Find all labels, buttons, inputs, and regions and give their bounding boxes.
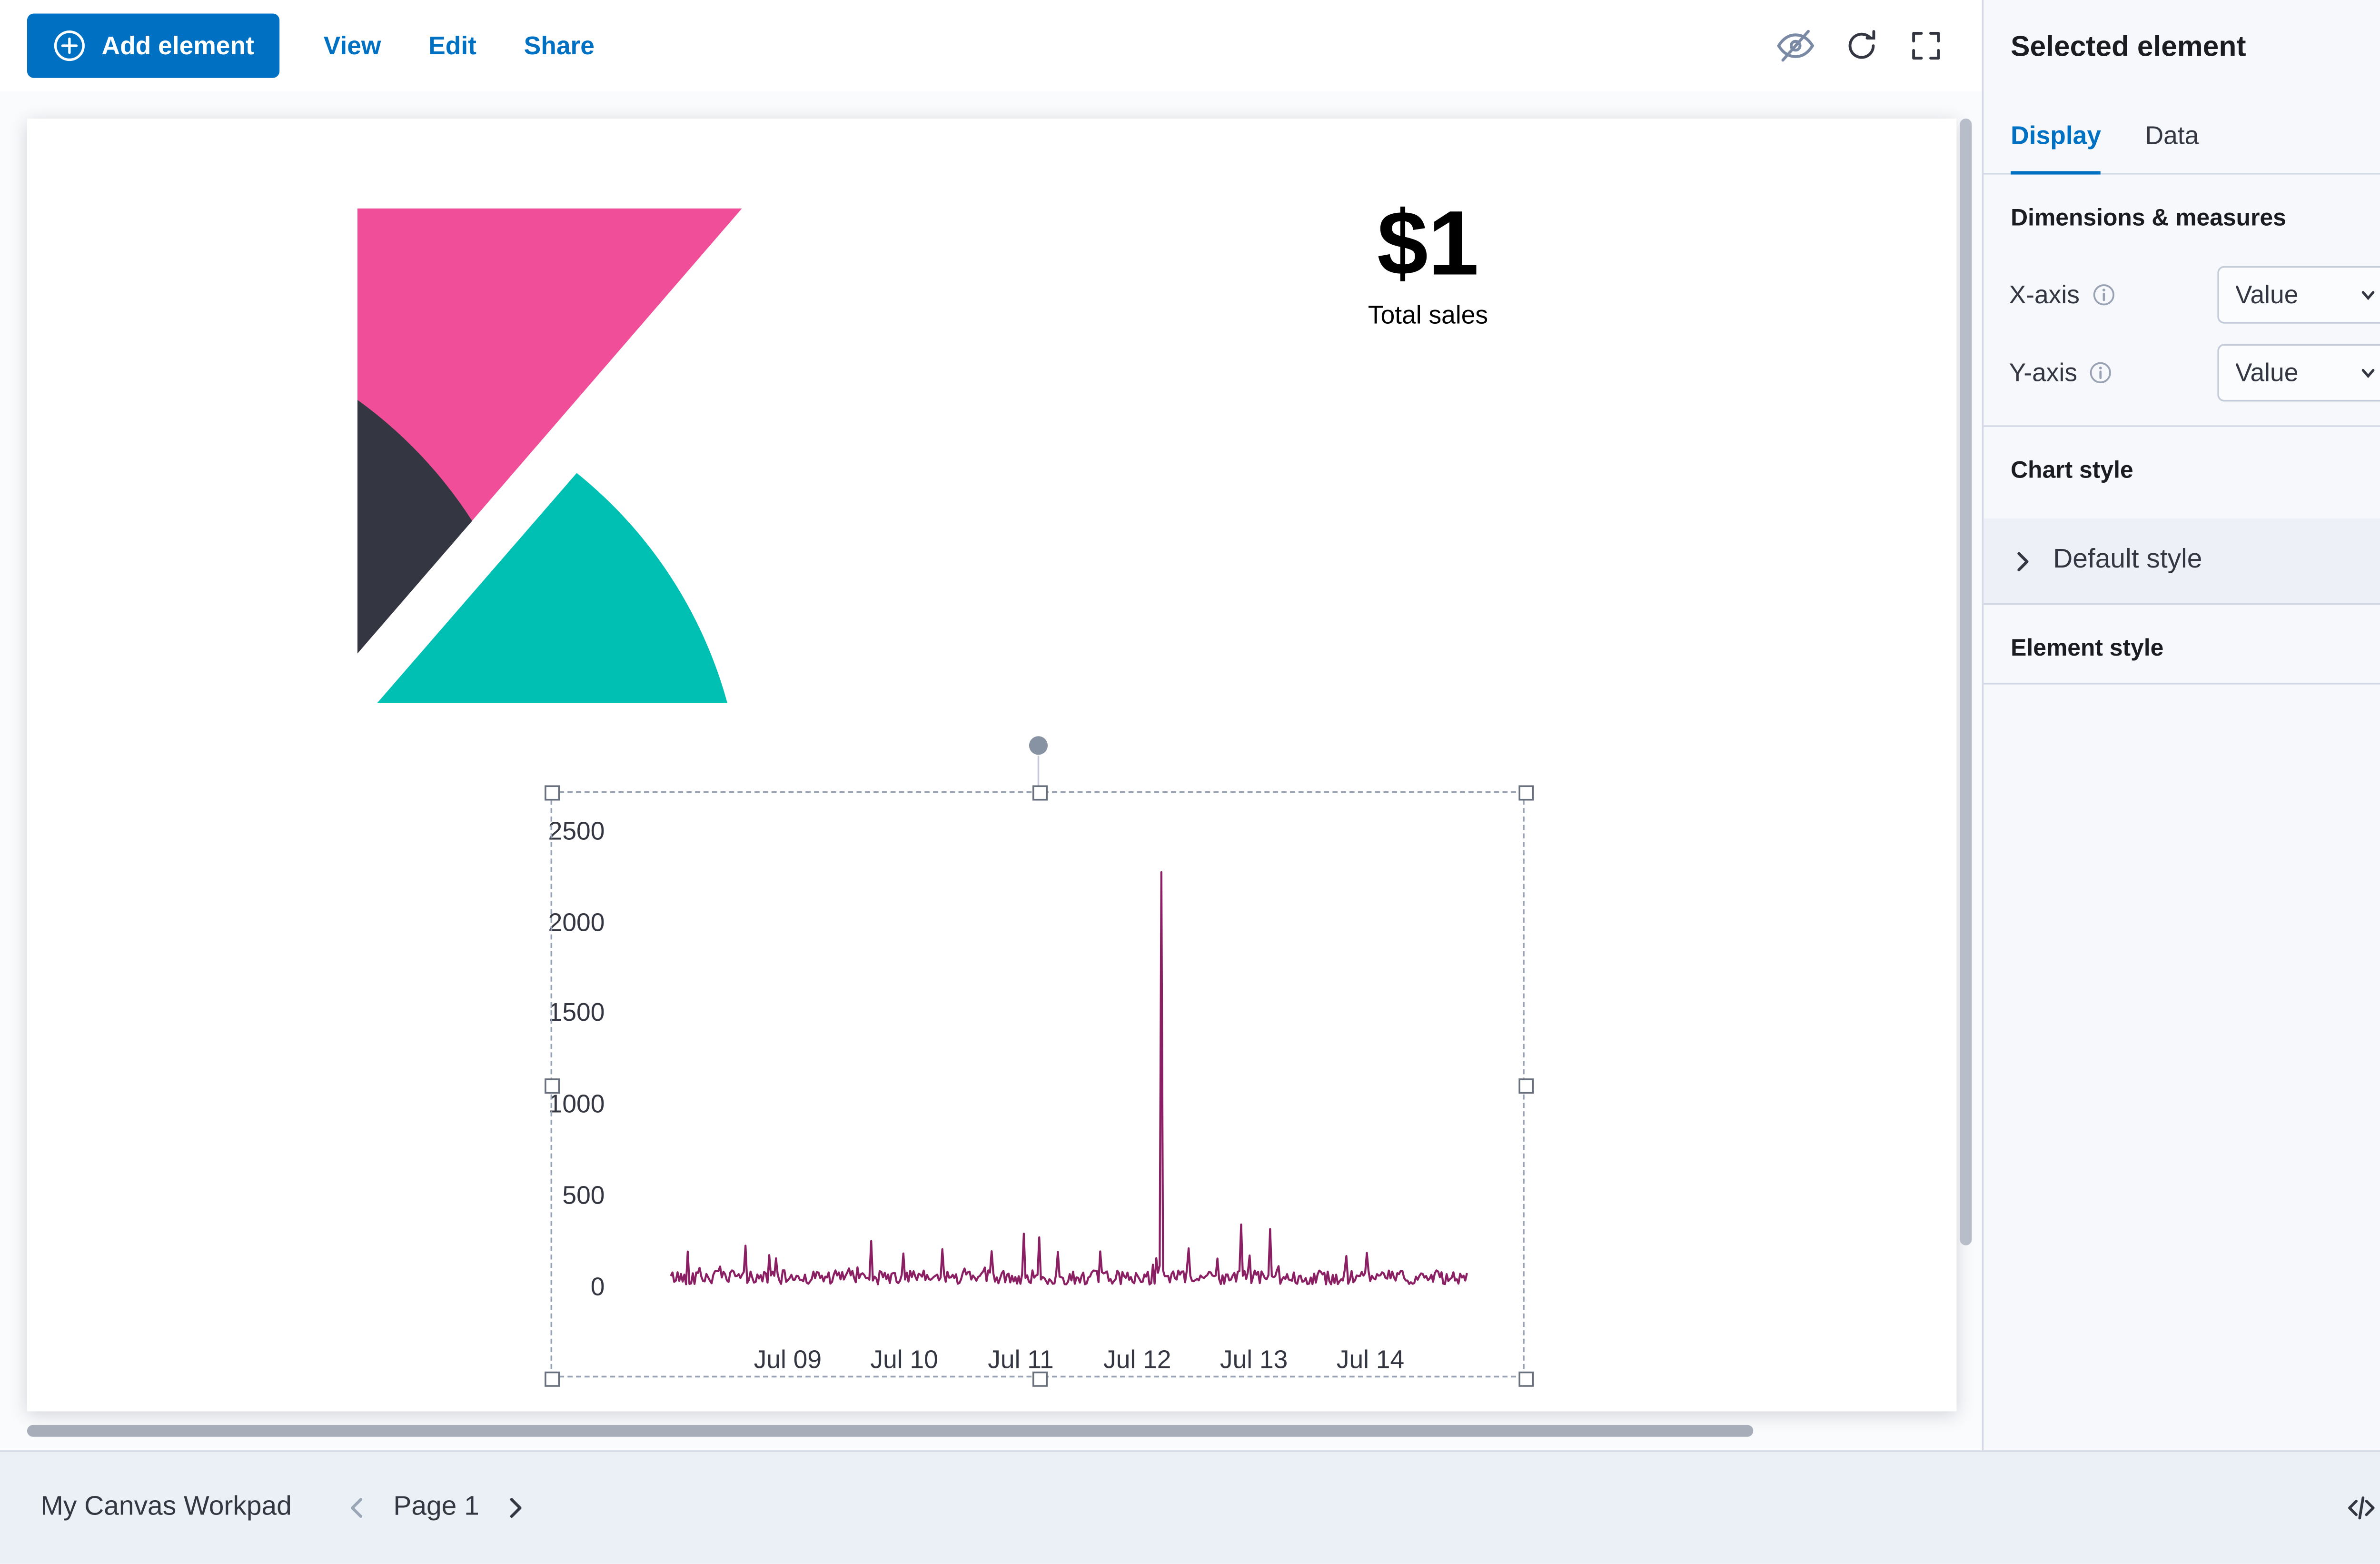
info-icon[interactable] xyxy=(2092,283,2115,307)
page-label[interactable]: Page 1 xyxy=(393,1493,479,1522)
x-axis-type-select[interactable]: Value xyxy=(2216,266,2380,324)
default-style-row[interactable]: Default style Color Auto xyxy=(1983,518,2380,603)
divider xyxy=(1983,603,2380,605)
add-element-label: Add element xyxy=(101,31,254,60)
plus-in-circle-icon xyxy=(52,29,86,62)
metric-value: $1 xyxy=(1377,193,1479,295)
logo-teal-shape xyxy=(377,473,727,703)
y-tick-label: 2000 xyxy=(548,908,605,937)
workpad-page[interactable]: $1 Total sales 2500 2000 1500 1000 500 0 Jul … xyxy=(27,119,1957,1412)
dimensions-title: Dimensions & measures xyxy=(2011,203,2286,230)
chevron-right-icon xyxy=(2011,548,2036,573)
x-tick-label: Jul 10 xyxy=(870,1346,938,1375)
y-axis-labels: 2500 2000 1500 1000 500 0 xyxy=(548,791,605,1377)
chevron-down-icon xyxy=(2359,285,2379,305)
menu-edit[interactable]: Edit xyxy=(428,31,476,60)
expression-editor-button[interactable]: Expression editor xyxy=(2335,1489,2380,1526)
y-tick-label: 1000 xyxy=(548,1090,605,1119)
page-controls: Page 1 xyxy=(343,1493,530,1523)
y-axis-label: Y-axis xyxy=(2009,358,2078,388)
y-tick-label: 2500 xyxy=(548,817,605,847)
line-chart-element[interactable]: 2500 2000 1500 1000 500 0 Jul 09 Jul 10 Jul 11 J… xyxy=(548,791,1525,1377)
element-style-section-header: Element style xyxy=(1983,605,2380,683)
y-axis-row: Y-axis Value taxless_ xyxy=(1983,344,2380,402)
toolbar-actions xyxy=(1775,25,1945,66)
panel-title: Selected element xyxy=(2011,30,2246,63)
horizontal-scrollbar[interactable] xyxy=(27,1425,1754,1437)
divider xyxy=(1983,683,2380,685)
x-tick-label: Jul 14 xyxy=(1336,1346,1405,1375)
metric-label: Total sales xyxy=(1368,301,1488,330)
hide-controls-button[interactable] xyxy=(1775,25,1816,66)
chevron-down-icon xyxy=(2359,363,2379,383)
canvas-stage[interactable]: $1 Total sales 2500 2000 1500 1000 500 0 Jul … xyxy=(0,91,1982,1451)
rotate-handle[interactable] xyxy=(1028,736,1047,755)
x-axis-labels: Jul 09 Jul 10 Jul 11 Jul 12 Jul 13 Jul 14 xyxy=(551,791,1525,1377)
fullscreen-icon xyxy=(1907,27,1944,64)
toolbar: Add element View Edit Share xyxy=(0,0,1982,92)
y-tick-label: 0 xyxy=(590,1272,605,1302)
resize-handle[interactable] xyxy=(1518,785,1534,801)
logo-dark-shape xyxy=(357,399,472,654)
resize-handle[interactable] xyxy=(1518,1078,1534,1094)
workpad-name[interactable]: My Canvas Workpad xyxy=(40,1493,292,1522)
fullscreen-button[interactable] xyxy=(1907,27,1944,64)
workpad-footer: My Canvas Workpad Page 1 Expression edit… xyxy=(0,1450,2380,1564)
y-tick-label: 1500 xyxy=(548,999,605,1028)
panel-tabs: Display Data xyxy=(1983,95,2380,175)
tab-display[interactable]: Display xyxy=(2011,122,2102,175)
chart-style-section-header: Chart style xyxy=(1983,427,2380,505)
x-tick-label: Jul 13 xyxy=(1220,1346,1288,1375)
select-value: Value xyxy=(2235,280,2299,309)
y-axis-type-select[interactable]: Value xyxy=(2216,344,2380,402)
default-style-label: Default style xyxy=(2053,545,2202,575)
tab-data[interactable]: Data xyxy=(2145,122,2199,151)
resize-handle[interactable] xyxy=(1031,1371,1047,1387)
resize-handle[interactable] xyxy=(1518,1371,1534,1387)
rotation-stem xyxy=(1036,756,1039,791)
y-axis-label-group: Y-axis xyxy=(2009,359,2217,387)
divider xyxy=(1983,425,2380,427)
x-axis-label-group: X-axis xyxy=(2009,280,2217,309)
x-tick-label: Jul 12 xyxy=(1103,1346,1171,1375)
chart-style-title: Chart style xyxy=(2011,456,2133,483)
code-icon xyxy=(2345,1491,2379,1525)
vertical-scrollbar[interactable] xyxy=(1960,119,1972,1245)
x-tick-label: Jul 09 xyxy=(754,1346,822,1375)
info-icon[interactable] xyxy=(2089,361,2113,385)
chevron-left-icon xyxy=(343,1493,373,1523)
resize-handle[interactable] xyxy=(545,1078,560,1094)
add-element-button[interactable]: Add element xyxy=(27,13,280,78)
metric-element[interactable]: $1 Total sales xyxy=(1276,193,1581,330)
refresh-button[interactable] xyxy=(1843,27,1880,64)
selected-element-panel: Selected element xyxy=(1982,0,2380,1451)
line-chart-plot xyxy=(670,871,1468,1285)
chevron-right-icon xyxy=(500,1493,530,1523)
select-value: Value xyxy=(2235,358,2299,388)
kibana-logo-image[interactable] xyxy=(357,208,742,703)
line-series xyxy=(670,871,1468,1285)
element-style-title: Element style xyxy=(2011,633,2164,661)
y-tick-label: 500 xyxy=(562,1181,605,1210)
previous-page-button[interactable] xyxy=(343,1493,373,1523)
resize-handle[interactable] xyxy=(545,1371,560,1387)
refresh-icon xyxy=(1843,27,1880,64)
menu-view[interactable]: View xyxy=(323,31,381,60)
next-page-button[interactable] xyxy=(500,1493,530,1523)
resize-handle[interactable] xyxy=(1031,785,1047,801)
menu-share[interactable]: Share xyxy=(524,31,595,60)
x-tick-label: Jul 11 xyxy=(988,1346,1054,1375)
toolbar-menu: View Edit Share xyxy=(324,31,595,60)
eye-slash-icon xyxy=(1775,25,1816,66)
x-axis-row: X-axis Value order_d xyxy=(1983,266,2380,324)
dimensions-section-header: Dimensions & measures xyxy=(1983,175,2380,253)
resize-handle[interactable] xyxy=(545,785,560,801)
selection-box[interactable] xyxy=(545,736,1534,1387)
x-axis-label: X-axis xyxy=(2009,280,2080,309)
panel-header: Selected element xyxy=(1983,0,2380,95)
